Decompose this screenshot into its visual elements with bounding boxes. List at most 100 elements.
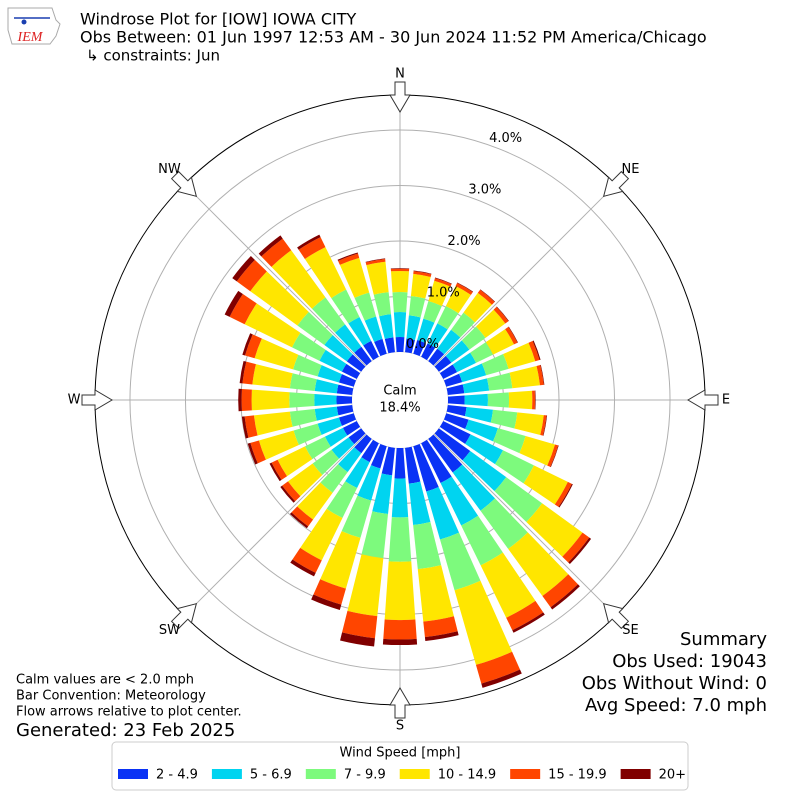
bar-segment — [476, 309, 506, 338]
bar-segment — [536, 365, 544, 386]
direction-label: N — [395, 67, 405, 82]
bar-segment — [446, 384, 465, 395]
chart-subtitle: Obs Between: 01 Jun 1997 12:53 AM - 30 J… — [80, 28, 707, 47]
bar-segment — [532, 390, 536, 410]
legend-swatch — [399, 769, 430, 779]
bar-segment — [519, 436, 555, 466]
bar-segment — [443, 373, 463, 387]
bar-segment — [292, 547, 322, 573]
bar-segment — [363, 340, 379, 361]
bar-segment — [470, 342, 494, 363]
bar-segment — [314, 394, 337, 406]
flow-arrow — [389, 687, 411, 719]
bar-segment — [313, 579, 346, 605]
bar-segment — [297, 311, 333, 346]
bar-segment — [336, 405, 354, 416]
bar-segment — [452, 352, 477, 373]
summary: Summary — [680, 629, 767, 650]
r-tick-label: 4.0% — [489, 131, 522, 146]
bar-segment — [241, 416, 249, 439]
bar-segment — [480, 498, 528, 549]
bar-segment — [304, 436, 331, 460]
bar-segment — [481, 669, 522, 688]
bar-segment — [454, 580, 513, 665]
direction-label: W — [68, 393, 81, 408]
bar-segment — [346, 354, 366, 372]
bar-segment — [374, 338, 387, 357]
bar-segment — [297, 482, 333, 520]
r-tick-label: 1.0% — [427, 285, 460, 300]
bar-segment — [463, 292, 492, 323]
bar-segment — [324, 427, 348, 447]
summary: Obs Without Wind: 0 — [582, 673, 767, 694]
bar-segment — [485, 329, 514, 355]
bar-segment — [317, 365, 342, 383]
bar-segment — [258, 235, 283, 257]
bar-segment — [282, 481, 301, 502]
calm-circle — [352, 352, 448, 448]
bar-segment — [347, 554, 384, 617]
bar-segment — [462, 451, 507, 492]
direction-label: SW — [159, 623, 180, 638]
bar-segment — [464, 406, 494, 423]
bar-segment — [428, 280, 451, 306]
note: Calm values are < 2.0 mph — [16, 673, 194, 688]
bar-segment — [252, 364, 293, 389]
bar-segment — [562, 532, 590, 563]
bar-segment — [293, 423, 322, 446]
bar-segment — [354, 346, 372, 366]
bar-segment — [445, 340, 470, 363]
legend-label: 7 - 9.9 — [344, 768, 386, 783]
bar-segment — [417, 565, 454, 622]
bar-segment — [493, 306, 509, 324]
bar-segment — [526, 503, 583, 557]
r-tick-label: 3.0% — [468, 182, 501, 197]
bar-segment — [277, 446, 313, 477]
bar-segment — [464, 393, 488, 407]
bar-segment — [317, 417, 342, 435]
bar-segment — [437, 305, 459, 330]
bar-segment — [372, 473, 393, 514]
bar-segment — [271, 459, 288, 480]
legend-swatch — [305, 769, 336, 779]
bar-segment — [338, 374, 357, 387]
bar-segment — [383, 619, 417, 640]
flow-arrow — [602, 602, 630, 630]
bar-segment — [290, 559, 316, 577]
bar-segment — [445, 286, 471, 314]
bar-segment — [342, 421, 361, 436]
bar-segment — [408, 481, 431, 526]
summary: Avg Speed: 7.0 mph — [585, 695, 767, 716]
bar-segment — [462, 378, 490, 394]
bar-segment — [480, 289, 496, 302]
arrow-shape — [602, 602, 630, 630]
bar-segment — [320, 531, 361, 589]
bar-segment — [503, 342, 536, 369]
bar-segment — [490, 409, 518, 429]
bar-segment — [314, 406, 339, 421]
bar-segment — [250, 271, 309, 326]
bar-segment — [405, 338, 415, 354]
bar-segment — [423, 616, 458, 638]
bar-segment — [428, 434, 463, 473]
legend-swatch — [118, 769, 148, 779]
bar-segment — [287, 463, 323, 497]
bar-segment — [361, 511, 389, 559]
bar-segment — [554, 481, 572, 507]
bar-segment — [391, 478, 409, 518]
bar-segment — [348, 316, 372, 346]
legend-swatch — [510, 769, 541, 779]
note: Flow arrows relative to plot center. — [16, 705, 242, 720]
bar-segment — [439, 364, 458, 379]
bar-segment — [229, 294, 257, 325]
bar-segment — [357, 465, 381, 501]
bar-segment — [340, 632, 375, 647]
bar-segment — [232, 255, 255, 282]
bar-segment — [542, 415, 548, 436]
bar-segment — [338, 447, 362, 473]
bar-segment — [465, 434, 504, 465]
bar-segment — [475, 651, 520, 684]
bar-segment — [300, 508, 343, 561]
bar-segment — [289, 392, 315, 408]
